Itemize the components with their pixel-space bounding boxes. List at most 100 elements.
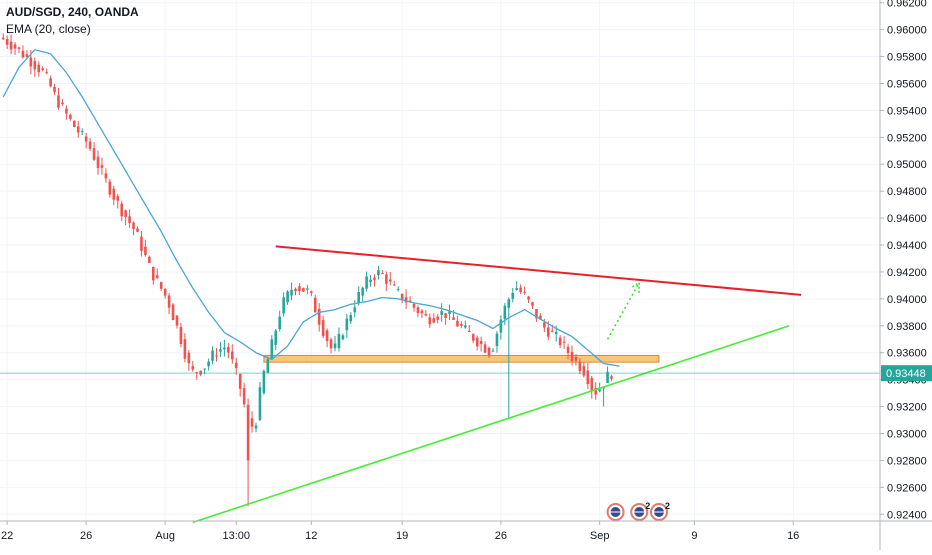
candle-body [531, 302, 534, 306]
y-tick-label: 0.93000 [887, 428, 927, 440]
candle-body [377, 270, 380, 276]
gridlines [0, 0, 880, 521]
candle-body [242, 388, 246, 405]
candle-body [159, 282, 163, 289]
chart-legend: AUD/SGD, 240, OANDA EMA (20, close) [6, 4, 139, 38]
x-tick-label: 22 [1, 530, 13, 542]
candle-body [499, 319, 503, 333]
candle-body [385, 274, 388, 284]
candle-body [460, 324, 463, 326]
candle-body [562, 341, 566, 343]
candle-body [13, 44, 17, 49]
candle-body [231, 351, 234, 360]
candle-body [487, 347, 491, 356]
support-zone-layer [263, 354, 660, 363]
candle-body [610, 376, 613, 379]
candle-body [448, 311, 451, 315]
candle-body [428, 317, 432, 325]
candle-body [207, 361, 210, 367]
candle-body [432, 318, 436, 323]
projection-arrow-head [630, 281, 640, 293]
candle-body [270, 339, 274, 360]
candle-body [325, 330, 329, 342]
y-tick-label: 0.92600 [887, 482, 927, 494]
projection-arrow-line[interactable] [606, 282, 640, 340]
candle-body [211, 350, 214, 361]
y-tick-label: 0.93800 [887, 321, 927, 333]
candle-body [120, 203, 123, 217]
candle-body [302, 287, 305, 292]
candle-body [436, 316, 439, 320]
y-tick-label: 0.92400 [887, 509, 927, 521]
candle-body [37, 64, 41, 73]
candle-body [491, 350, 495, 352]
y-tick-label: 0.96000 [887, 25, 927, 37]
support-zone-rect[interactable] [263, 354, 660, 363]
candle-body [574, 356, 578, 361]
candle-body [215, 355, 218, 357]
candle-body [404, 297, 408, 303]
candle-body [566, 346, 570, 353]
candle-body [246, 404, 250, 461]
candle-body [479, 340, 483, 344]
candle-body [9, 41, 13, 50]
candle-body [80, 130, 84, 132]
candle-body [475, 337, 479, 347]
x-tick-label: 26 [495, 530, 507, 542]
candle-body [144, 246, 147, 255]
candle-body [582, 366, 586, 376]
candle-body [396, 289, 400, 291]
candle-body [345, 318, 349, 331]
candle-body [223, 347, 226, 350]
indicator-label[interactable]: EMA (20, close) [6, 22, 91, 36]
price-axis[interactable]: 0.96200 0.96000 0.95800 0.95600 0.95400 0.952… [879, 0, 932, 550]
candle-body [152, 266, 155, 281]
candle-body [282, 297, 285, 314]
time-axis[interactable]: 22 26 Aug 13:00 12 19 26 Sep 9 16 [0, 520, 932, 542]
y-tick-label: 0.94200 [887, 267, 927, 279]
candle-body [274, 330, 278, 345]
y-tick-label: 0.92800 [887, 455, 927, 467]
x-tick-label: 9 [691, 530, 697, 542]
candle-body [171, 304, 175, 321]
candle-body [550, 330, 554, 332]
candle-body [163, 288, 167, 296]
support-trendline[interactable] [192, 325, 790, 524]
candle-body [187, 352, 191, 364]
candle-body [306, 288, 309, 290]
last-price-label: 0.93448 [886, 368, 926, 380]
candle-body [590, 377, 594, 392]
x-tick-label: Sep [590, 530, 610, 542]
candle-body [558, 337, 562, 346]
candle-body [73, 120, 76, 127]
candle-body [167, 295, 171, 308]
candle-body [416, 307, 420, 313]
candle-body [69, 114, 72, 119]
candle-body [21, 50, 25, 58]
candle-body [108, 181, 112, 195]
x-tick-label: 13:00 [222, 530, 250, 542]
candle-body [96, 156, 100, 168]
x-tick-label: 19 [396, 530, 408, 542]
y-tick-label: 0.93600 [887, 348, 927, 360]
candle-body [128, 216, 131, 223]
candle-body [337, 333, 341, 349]
resistance-trendline[interactable] [275, 245, 802, 296]
candle-body [1, 37, 5, 40]
candle-body [527, 296, 530, 300]
candle-body [594, 388, 597, 395]
candle-body [92, 148, 96, 160]
candle-body [310, 291, 313, 293]
event-count-label: 2 [645, 501, 650, 511]
symbol-label[interactable]: AUD/SGD, 240, OANDA [6, 5, 139, 19]
candle-body [17, 47, 21, 49]
ema-line[interactable] [2, 49, 620, 367]
x-tick-label: 16 [787, 530, 799, 542]
y-tick-label: 0.95000 [887, 159, 927, 171]
candle-body [57, 95, 60, 108]
candle-body [294, 288, 297, 292]
candle-body [33, 61, 37, 70]
